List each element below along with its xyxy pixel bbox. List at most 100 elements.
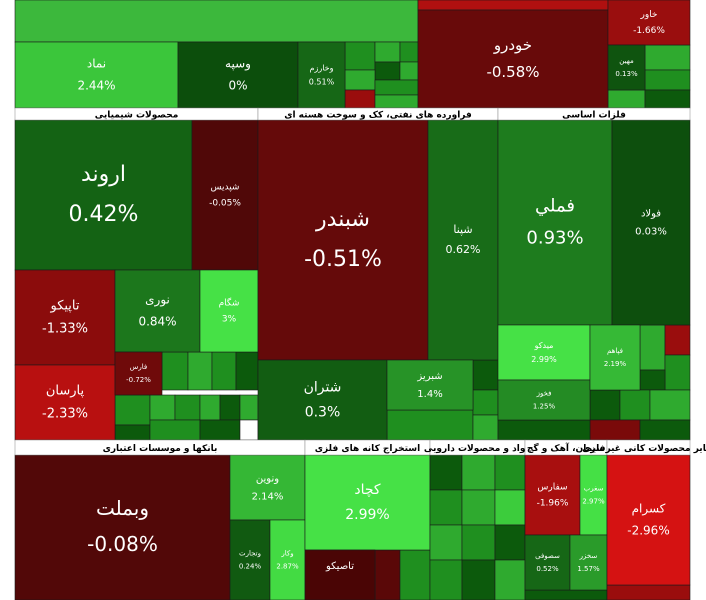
tile: [344, 69, 376, 91]
tile: [429, 489, 463, 526]
tile: [304, 454, 431, 551]
tile-name: تاپیکو: [49, 298, 79, 313]
tile: [524, 454, 581, 536]
tile-value: 2.87%: [276, 562, 299, 570]
tile-name: سصوفی: [535, 552, 560, 560]
tile: [644, 69, 691, 91]
sector: وبملت -0.08% ونوین 2.14% وتجارت 0.24% وکار 2.87…: [14, 439, 306, 600]
tile: [187, 351, 213, 391]
sector: سفارس -1.96% سغرب 2.97% سصوفی 0.52% سخزر 1.57% س…: [524, 439, 608, 600]
tile-value: 2.19%: [604, 360, 627, 368]
tile: [472, 389, 499, 416]
tile-name: فملي: [535, 195, 575, 216]
sector-title: سیمان، آهک و گچ: [527, 442, 605, 454]
tile: [497, 119, 613, 326]
tile-name: وبملت: [96, 496, 149, 520]
tile: [239, 394, 259, 421]
tile: [461, 559, 496, 600]
tile: [639, 324, 666, 371]
tile: [619, 389, 651, 421]
tile-value: 1.57%: [577, 565, 600, 573]
tile: [589, 324, 641, 391]
tile-name: شپنا: [453, 223, 472, 236]
tile-value: -0.58%: [486, 63, 539, 81]
tile-name: نماد: [87, 57, 106, 71]
tile: [374, 79, 419, 96]
tile: [399, 549, 431, 600]
tile: [644, 89, 691, 109]
tile: [297, 41, 346, 109]
sector-title: بانکها و موسسات اعتباری: [103, 444, 218, 454]
tile: [386, 359, 474, 411]
sector-header: [497, 107, 691, 121]
tile: [239, 419, 259, 441]
tile-name: فپاهم: [607, 347, 623, 355]
tile-value: 0.93%: [526, 228, 583, 249]
tile-value: -2.33%: [42, 407, 88, 422]
tile: [14, 454, 231, 600]
tile: [14, 41, 179, 109]
tile: [374, 41, 401, 63]
tile: [589, 389, 621, 421]
tile: [14, 364, 116, 441]
tile: [149, 419, 201, 441]
tile: [461, 524, 496, 561]
tile-name: پارسان: [46, 383, 85, 398]
sector: فملي 0.93% فولاد 0.03% میدکو 2.99% فخوز 1.25% فپ…: [497, 107, 691, 441]
tile: [199, 394, 221, 421]
tile: [569, 534, 608, 591]
tile-name: فخوز: [536, 390, 552, 398]
tile: [497, 379, 591, 421]
sector: مواد و محصولات دارویی: [424, 439, 531, 600]
sector-title: فلزات اساسی: [562, 111, 626, 121]
tile-value: 0.52%: [536, 565, 559, 573]
tile-value: 0.62%: [446, 243, 481, 256]
tile-value: -2.96%: [627, 523, 669, 537]
tile-value: 2.97%: [582, 497, 605, 505]
tile-name: کسرام: [632, 502, 666, 517]
tile: [257, 119, 429, 361]
tile-name: شپدیس: [211, 182, 240, 192]
tile-name: اروند: [81, 162, 126, 187]
tile: [461, 454, 496, 491]
tile: [14, 269, 116, 366]
tile-name: تاصیکو: [325, 561, 354, 572]
tile-value: 0.51%: [309, 78, 335, 87]
tile-value: 2.99%: [345, 507, 389, 523]
sector-title: فراورده های نفتی، کک و سوخت هسته ای: [284, 111, 472, 121]
tile-value: -1.96%: [537, 499, 569, 509]
tile: [229, 454, 306, 521]
tile: [14, 119, 193, 271]
tile: [229, 519, 271, 600]
tile-name: کچاد: [354, 482, 381, 498]
tile: [579, 454, 608, 536]
tile: [199, 419, 241, 441]
tile: [177, 41, 299, 109]
tile-name: مهین: [619, 57, 634, 65]
tile: [114, 269, 201, 353]
tile: [524, 534, 571, 591]
tile: [374, 61, 401, 81]
tile-name: سغرب: [584, 485, 604, 493]
tile-name: وخارزم: [310, 63, 334, 72]
tile: [399, 41, 419, 63]
tile-name: شبندر: [315, 207, 370, 232]
tile-name: فولاد: [641, 209, 661, 220]
tile-value: 0.3%: [305, 405, 341, 421]
sector: نماد 2.44% وسپه 0% وخارزم 0.51% خودرو -0.58% خاو…: [14, 0, 691, 109]
tile-name: وسپه: [225, 57, 251, 72]
sector-title: محصولات شیمیایی: [95, 111, 179, 121]
tile: [639, 369, 666, 391]
tile: [427, 119, 499, 361]
tile: [664, 354, 691, 391]
tile: [607, 44, 646, 91]
tile-value: -0.72%: [126, 376, 151, 384]
tile-value: -1.33%: [42, 322, 88, 337]
tile: [429, 559, 463, 600]
tile: [304, 549, 376, 600]
tile: [114, 424, 151, 441]
tile-name: نوری: [145, 293, 170, 308]
tile-value: -0.08%: [87, 532, 158, 556]
tile: [607, 89, 646, 109]
tile-value: 0%: [228, 78, 247, 92]
